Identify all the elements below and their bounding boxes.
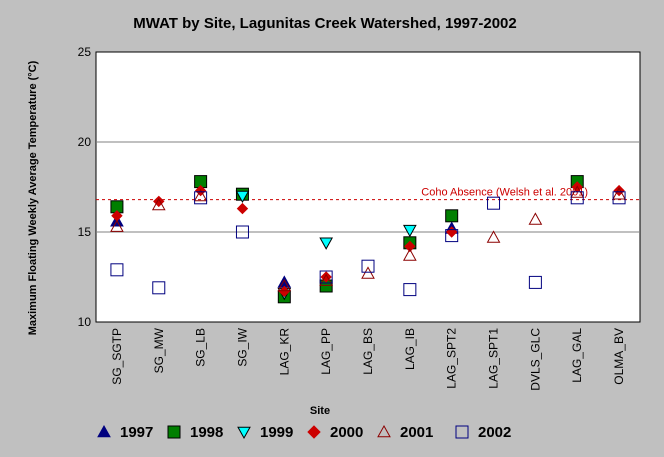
- legend-label: 2002: [478, 424, 511, 441]
- data-point-2002: [570, 191, 584, 205]
- x-tick-label: LAG_SPT1: [487, 328, 501, 389]
- legend-marker-1997: [97, 424, 111, 438]
- legend: 1997 1998 1999 2000 2001 2002: [97, 424, 511, 441]
- data-point-2002: [612, 191, 626, 205]
- data-point-2002: [319, 270, 333, 284]
- x-tick-label: OLMA_BV: [612, 328, 626, 385]
- y-tick-label: 10: [78, 315, 92, 329]
- x-tick-label: LAG_BS: [361, 328, 375, 375]
- data-point-2001: [277, 278, 292, 292]
- data-point-2001: [402, 248, 417, 261]
- y-tick-label: 15: [78, 225, 92, 239]
- data-point-2001: [361, 266, 375, 279]
- legend-marker-1999: [237, 426, 251, 440]
- data-point-2002: [528, 275, 542, 289]
- y-tick-label: 25: [78, 45, 92, 59]
- x-axis-label: Site: [310, 405, 330, 417]
- x-tick-labels: SG_SGTP SG_MW SG_LB SG_IW LAG_KR LAG_PP LAG_BS…: [110, 327, 626, 390]
- x-tick-label: LAG_SPT2: [445, 328, 459, 389]
- data-point-2000: [236, 202, 249, 215]
- y-tick-labels: 10 15 20 25: [78, 45, 92, 329]
- data-point-2000: [278, 285, 291, 298]
- data-point-2001: [612, 187, 626, 200]
- data-point-2001: [486, 230, 501, 243]
- data-point-2002: [403, 283, 417, 297]
- data-point-2002: [361, 259, 375, 273]
- plot-area: [95, 51, 641, 323]
- data-point-2002: [487, 196, 501, 210]
- reference-line-group: Coho Absence (Welsh et al. 2001): [96, 187, 640, 201]
- x-tick-label: SG_IW: [235, 327, 249, 366]
- data-point-2002: [110, 263, 124, 277]
- x-tick-label: LAG_KR: [277, 328, 291, 376]
- y-axis-label: Maximum Floating Weekly Average Temperat…: [27, 60, 39, 335]
- data-point-2001: [528, 212, 543, 225]
- data-point-2001: [193, 188, 208, 202]
- x-tick-label: LAG_IB: [403, 328, 417, 370]
- data-point-2002: [194, 191, 208, 205]
- data-point-1999: [319, 237, 334, 250]
- legend-label: 1998: [190, 424, 223, 441]
- legend-marker-2002: [455, 425, 469, 439]
- x-tick-label: DVLS_GLC: [528, 328, 542, 391]
- data-point-2001: [110, 219, 124, 232]
- data-marks: [110, 175, 626, 304]
- legend-marker-1998: [167, 425, 181, 439]
- data-point-1999: [402, 224, 417, 238]
- data-point-2000: [404, 240, 416, 253]
- legend-label: 2000: [330, 424, 363, 441]
- data-point-1998: [445, 209, 459, 223]
- y-tick-label: 20: [78, 135, 92, 149]
- chart-title: MWAT by Site, Lagunitas Creek Watershed,…: [133, 15, 516, 32]
- legend-label: 1999: [260, 424, 293, 441]
- x-tick-label: SG_LB: [194, 328, 208, 367]
- data-point-2002: [235, 225, 249, 239]
- x-tick-label: LAG_PP: [319, 328, 333, 375]
- legend-marker-2001: [377, 424, 391, 438]
- x-tick-label: SG_SGTP: [110, 328, 124, 385]
- data-point-2001: [319, 273, 334, 286]
- x-tick-label: SG_MW: [152, 327, 166, 373]
- legend-label: 2001: [400, 424, 433, 441]
- reference-line-label: Coho Absence (Welsh et al. 2001): [421, 187, 588, 199]
- grid-lines: [96, 141, 640, 233]
- data-point-2002: [152, 281, 166, 295]
- x-tick-label: LAG_GAL: [570, 328, 584, 383]
- legend-marker-2000: [307, 425, 321, 439]
- data-point-2002: [445, 229, 459, 243]
- data-point-1999: [235, 190, 250, 204]
- legend-label: 1997: [120, 424, 153, 441]
- data-point-2001: [151, 197, 166, 211]
